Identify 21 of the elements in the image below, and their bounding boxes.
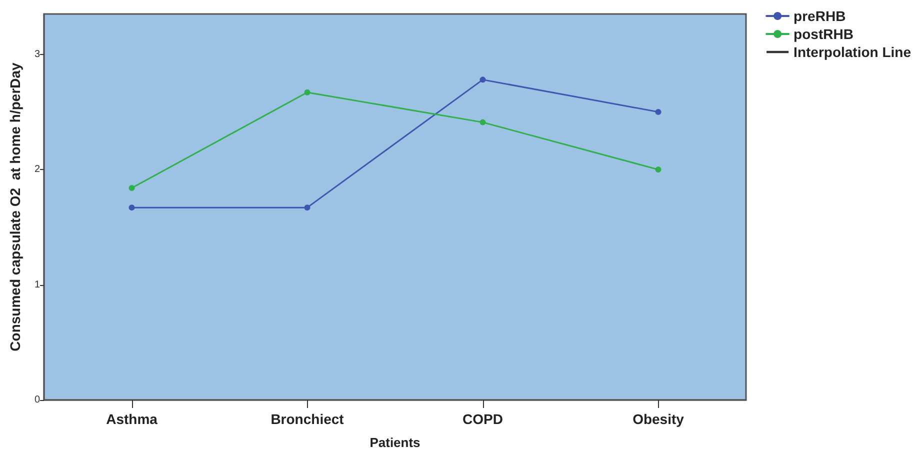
point <box>655 108 662 115</box>
y-tick-label: 0 <box>34 394 40 406</box>
legend-label: Interpolation Line <box>794 44 912 60</box>
point <box>304 204 310 211</box>
point <box>128 184 135 191</box>
x-axis-title: Patients <box>370 435 420 450</box>
x-tick-label: Asthma <box>106 411 158 427</box>
x-tick-label: Obesity <box>632 411 684 427</box>
point <box>480 76 486 83</box>
x-tick-label: COPD <box>462 411 503 427</box>
point <box>128 204 135 211</box>
y-tick-label: 2 <box>34 164 40 176</box>
y-axis-title: Consumed capsulate O2 at home h/perDay <box>7 62 23 352</box>
point <box>655 166 662 173</box>
legend-label: postRHB <box>794 26 854 42</box>
point <box>480 119 486 126</box>
point <box>304 89 310 96</box>
y-tick-label: 1 <box>34 279 40 290</box>
x-tick-label: Bronchiect <box>270 411 344 427</box>
legend-label: preRHB <box>794 8 846 24</box>
y-tick-label: 3 <box>34 48 40 60</box>
